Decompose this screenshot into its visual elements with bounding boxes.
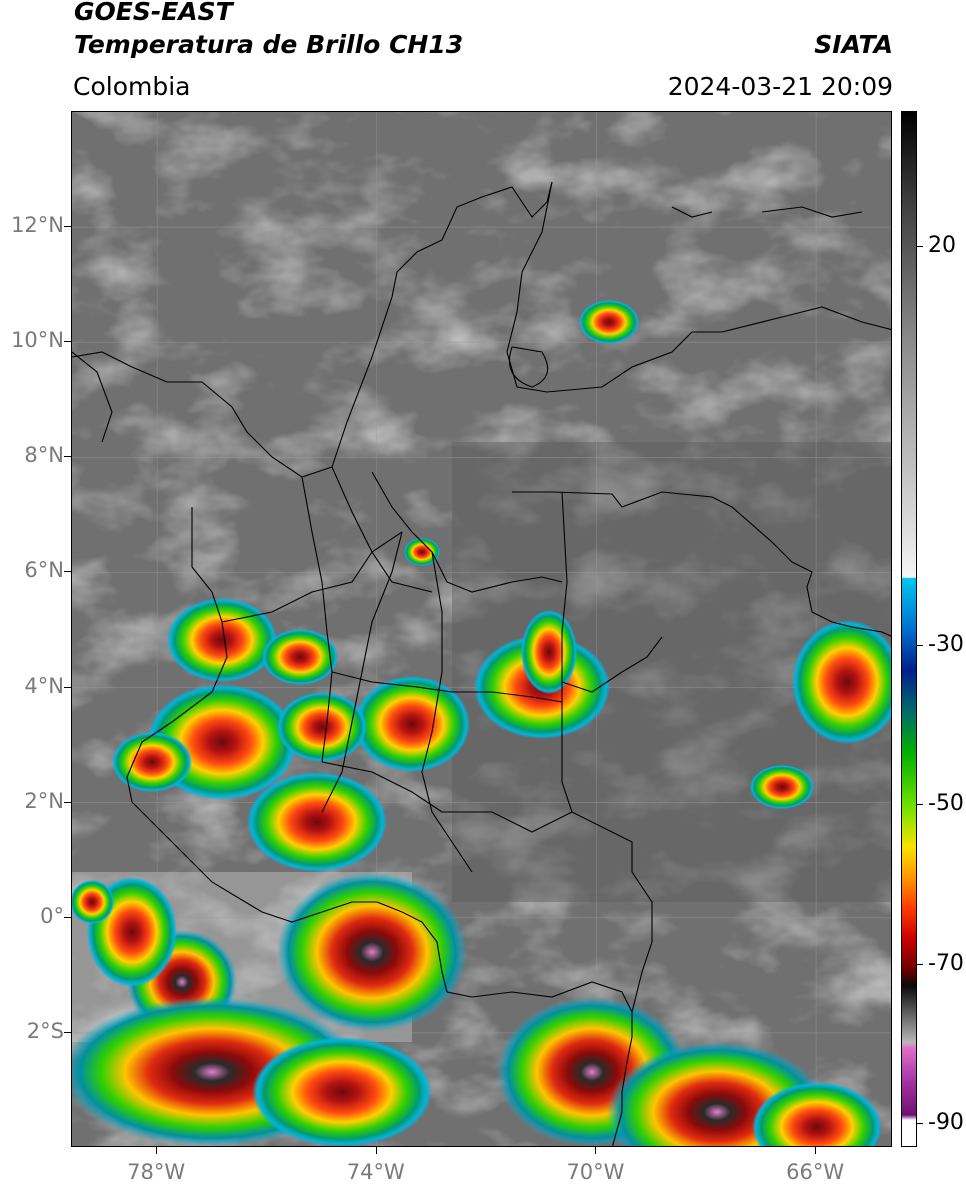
storm-cell xyxy=(277,692,367,762)
lat-label: 12°N xyxy=(11,213,64,238)
interior-border-4 xyxy=(421,551,473,873)
interior-border-5 xyxy=(331,671,563,703)
colorbar-tick xyxy=(917,1123,923,1125)
storm-cell xyxy=(262,629,338,685)
lon-label: 78°W xyxy=(127,1160,186,1184)
storm-cell xyxy=(752,1082,882,1146)
organization-label: SIATA xyxy=(814,30,893,59)
storm-cell xyxy=(792,620,891,744)
colorbar-tick xyxy=(917,963,923,965)
island-outline xyxy=(671,206,713,218)
storm-cell xyxy=(521,610,577,694)
lat-tick xyxy=(64,801,71,803)
eastern-border xyxy=(561,491,663,693)
storm-cell xyxy=(579,300,639,344)
interior-border-2 xyxy=(301,476,333,763)
venezuela-coast xyxy=(506,181,891,393)
lat-label: 2°S xyxy=(26,1018,64,1043)
lon-tick xyxy=(595,1147,597,1154)
lat-tick xyxy=(64,916,71,918)
amazon-border xyxy=(561,682,653,1013)
title-product: Temperatura de Brillo CH13 xyxy=(74,30,464,59)
lon-tick xyxy=(156,1147,158,1154)
lon-label: 66°W xyxy=(786,1160,845,1184)
storm-cell xyxy=(247,772,387,872)
interior-border-6 xyxy=(321,761,573,833)
pacific-border-ecuador xyxy=(126,507,448,993)
title-satellite: GOES-EAST xyxy=(74,0,233,26)
colorbar-tick-label: -50 xyxy=(928,791,964,817)
lat-tick xyxy=(64,571,71,573)
lat-label: 8°N xyxy=(24,443,64,468)
storm-cell xyxy=(750,765,814,809)
island-outline xyxy=(761,206,863,218)
lon-label: 70°W xyxy=(566,1160,625,1184)
caribbean-coast xyxy=(72,181,553,478)
storm-cell xyxy=(252,1037,432,1146)
colorbar-tick-label: 20 xyxy=(928,233,956,259)
interior-border-3 xyxy=(321,531,403,813)
storm-cell xyxy=(277,872,467,1032)
interior-border-8 xyxy=(331,466,433,593)
lon-tick xyxy=(375,1147,377,1154)
colorbar-tick-label: -70 xyxy=(928,950,964,976)
lat-tick xyxy=(64,226,71,228)
lon-label: 74°W xyxy=(346,1160,405,1184)
storm-cell xyxy=(112,732,192,792)
lat-label: 6°N xyxy=(24,558,64,583)
storm-cell xyxy=(167,598,277,682)
convective-cells xyxy=(72,300,891,1146)
lat-tick xyxy=(64,686,71,688)
lat-label: 4°N xyxy=(24,673,64,698)
lat-label: 0° xyxy=(40,903,64,928)
lat-tick xyxy=(64,1031,71,1033)
interior-border-1 xyxy=(371,471,563,593)
borders xyxy=(72,181,891,1146)
map-canvas xyxy=(72,112,891,1146)
interior-border-7 xyxy=(221,531,403,623)
storm-cell xyxy=(72,880,114,924)
colorbar-tick xyxy=(917,644,923,646)
colorbar-tick-label: -30 xyxy=(928,631,964,657)
panama-coast xyxy=(72,351,113,443)
southern-border xyxy=(446,981,633,1146)
storm-cell xyxy=(354,676,470,772)
venezuela-border xyxy=(512,491,891,637)
lon-tick xyxy=(815,1147,817,1154)
timestamp-label: 2024-03-21 20:09 xyxy=(667,72,893,101)
lake-maracaibo xyxy=(508,346,549,388)
lat-tick xyxy=(64,341,71,343)
lat-tick xyxy=(64,456,71,458)
region-label: Colombia xyxy=(73,72,191,101)
lat-label: 10°N xyxy=(11,328,64,353)
storm-cell xyxy=(404,538,440,566)
satellite-map[interactable] xyxy=(71,111,892,1147)
colorbar xyxy=(901,111,917,1147)
colorbar-tick xyxy=(917,246,923,248)
colorbar-tick-label: -90 xyxy=(928,1110,964,1136)
colorbar-tick xyxy=(917,804,923,806)
lat-label: 2°N xyxy=(24,788,64,813)
